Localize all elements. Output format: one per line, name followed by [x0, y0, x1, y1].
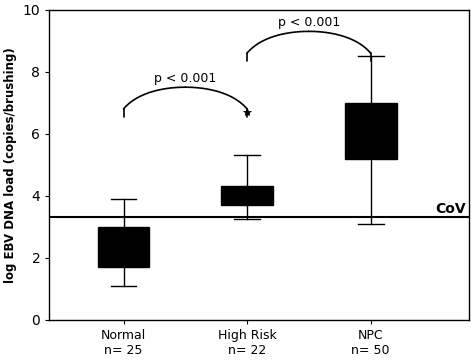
PathPatch shape	[221, 186, 273, 205]
Text: p < 0.001: p < 0.001	[278, 16, 340, 29]
PathPatch shape	[345, 103, 397, 158]
Y-axis label: log EBV DNA load (copies/brushing): log EBV DNA load (copies/brushing)	[4, 47, 17, 283]
Text: CoV: CoV	[435, 202, 465, 216]
Text: p < 0.001: p < 0.001	[154, 72, 217, 85]
PathPatch shape	[98, 227, 149, 267]
